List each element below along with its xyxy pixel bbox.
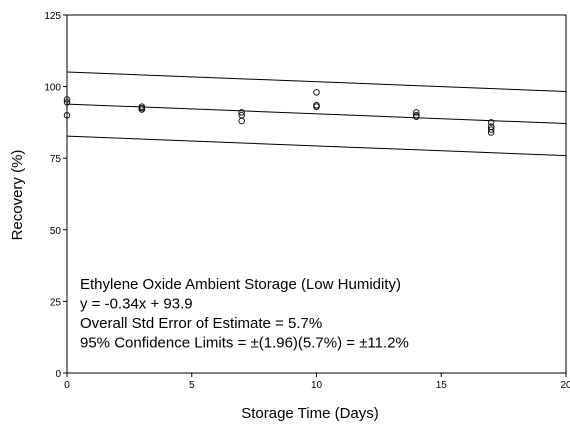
data-point [487, 129, 495, 136]
data-point [413, 113, 420, 120]
data-point [313, 89, 320, 96]
y-tick-label: 0 [55, 369, 61, 380]
data-point [313, 103, 320, 110]
annotation: Ethylene Oxide Ambient Storage (Low Humi… [80, 276, 401, 293]
data-point [63, 96, 71, 103]
x-tick-label: 5 [189, 380, 195, 391]
x-tick-label: 0 [64, 380, 70, 391]
y-axis-label: Recovery (%) [9, 150, 26, 241]
regression-line [66, 103, 567, 125]
data-point [487, 119, 495, 126]
y-tick-label: 50 [50, 226, 62, 237]
x-tick-label: 15 [436, 380, 448, 391]
y-tick-label: 100 [44, 83, 61, 94]
data-point [63, 99, 71, 106]
x-tick-label: 20 [560, 380, 570, 391]
data-point [487, 126, 495, 133]
y-tick-label: 75 [50, 154, 62, 165]
y-tick-label: 25 [50, 297, 62, 308]
data-point [238, 117, 245, 125]
y-tick-label: 125 [44, 11, 61, 22]
x-tick-label: 10 [311, 380, 323, 391]
regression-line [66, 71, 567, 92]
data-point [238, 109, 245, 116]
annotation: 95% Confidence Limits = ±(1.96)(5.7%) = … [80, 335, 409, 352]
annotation: y = -0.34x + 93.9 [80, 296, 193, 313]
regression-line [66, 135, 567, 157]
data-point [413, 109, 420, 116]
annotation: Overall Std Error of Estimate = 5.7% [80, 315, 322, 332]
x-axis-label: Storage Time (Days) [241, 405, 379, 422]
data-point [63, 111, 71, 119]
